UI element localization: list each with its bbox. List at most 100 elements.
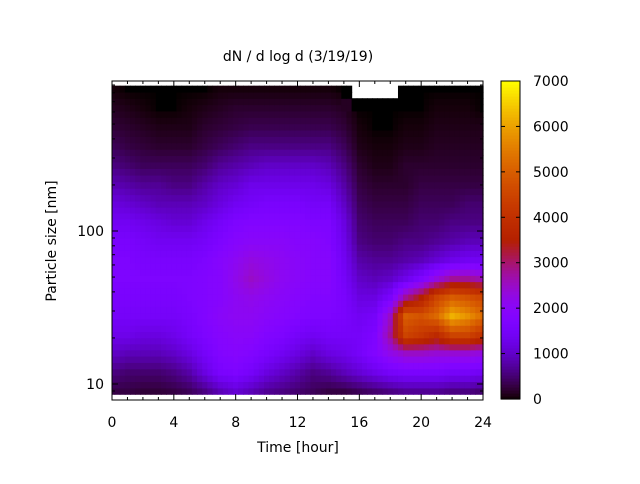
heatmap-cell bbox=[336, 212, 342, 220]
heatmap-cell bbox=[372, 318, 378, 326]
heatmap-cell bbox=[171, 275, 178, 283]
heatmap-cell bbox=[372, 343, 378, 351]
heatmap-cell bbox=[233, 85, 239, 93]
heatmap-cell bbox=[408, 188, 415, 196]
heatmap-cell bbox=[114, 355, 121, 363]
heatmap-cell bbox=[171, 85, 178, 93]
heatmap-cell bbox=[475, 200, 482, 208]
heatmap-cell bbox=[372, 387, 378, 395]
heatmap-cell bbox=[315, 256, 322, 264]
heatmap-cell bbox=[124, 306, 131, 314]
heatmap-cell bbox=[330, 244, 337, 251]
colorbar-segment bbox=[501, 174, 520, 178]
heatmap-cell bbox=[346, 362, 353, 370]
heatmap-cell bbox=[212, 325, 219, 333]
heatmap-cell bbox=[233, 262, 239, 270]
heatmap-cell bbox=[413, 155, 420, 163]
heatmap-cell bbox=[238, 194, 244, 202]
heatmap-cell bbox=[367, 244, 373, 251]
heatmap-cell bbox=[227, 300, 234, 307]
heatmap-cell bbox=[310, 343, 317, 351]
heatmap-cell bbox=[207, 104, 214, 112]
heatmap-cell bbox=[330, 104, 337, 112]
heatmap-cell bbox=[387, 306, 394, 314]
heatmap-cell bbox=[207, 362, 214, 370]
colorbar-segment bbox=[501, 150, 520, 154]
heatmap-cell bbox=[166, 149, 172, 157]
heatmap-cell bbox=[310, 256, 317, 264]
heatmap-cell bbox=[227, 349, 234, 357]
heatmap-cell bbox=[325, 362, 332, 370]
heatmap-cell bbox=[197, 237, 203, 245]
heatmap-cell bbox=[114, 231, 121, 239]
heatmap-cell bbox=[171, 337, 178, 345]
heatmap-cell bbox=[264, 168, 270, 176]
heatmap-cell bbox=[186, 200, 193, 208]
heatmap-cell bbox=[202, 349, 208, 357]
heatmap-cell bbox=[408, 381, 415, 389]
heatmap-cell bbox=[222, 181, 229, 189]
heatmap-cell bbox=[315, 110, 322, 118]
heatmap-cell bbox=[434, 362, 440, 370]
heatmap-cell bbox=[264, 381, 270, 389]
x-tick-label: 24 bbox=[474, 415, 492, 431]
heatmap-cell bbox=[207, 218, 214, 226]
heatmap-cell bbox=[367, 123, 373, 131]
heatmap-cell bbox=[145, 281, 152, 289]
heatmap-cell bbox=[428, 343, 435, 351]
heatmap-cell bbox=[377, 318, 384, 326]
heatmap-cell bbox=[372, 237, 378, 245]
heatmap-cell bbox=[269, 91, 275, 99]
heatmap-cell bbox=[475, 231, 482, 239]
heatmap-cell bbox=[439, 129, 445, 137]
heatmap-cell bbox=[372, 181, 378, 189]
heatmap-cell bbox=[423, 149, 430, 157]
heatmap-cell bbox=[191, 168, 198, 176]
heatmap-cell bbox=[114, 275, 121, 283]
heatmap-cell bbox=[470, 104, 476, 112]
heatmap-cell bbox=[202, 375, 208, 383]
heatmap-cell bbox=[233, 110, 239, 118]
heatmap-cell bbox=[155, 256, 162, 264]
heatmap-cell bbox=[444, 188, 451, 196]
heatmap-cell bbox=[233, 155, 239, 163]
heatmap-cell bbox=[470, 212, 476, 220]
heatmap-cell bbox=[372, 262, 378, 270]
heatmap-cell bbox=[227, 161, 234, 169]
heatmap-cell bbox=[372, 250, 378, 258]
heatmap-cell bbox=[238, 281, 244, 289]
heatmap-cell bbox=[130, 174, 136, 183]
heatmap-cell bbox=[449, 250, 456, 258]
colorbar-segment bbox=[501, 357, 520, 361]
heatmap-cell bbox=[166, 387, 172, 395]
heatmap-cell bbox=[176, 368, 183, 376]
heatmap-cell bbox=[130, 387, 136, 395]
heatmap-cell bbox=[336, 207, 342, 214]
heatmap-cell bbox=[294, 91, 301, 99]
heatmap-cell bbox=[160, 387, 167, 395]
heatmap-cell bbox=[124, 256, 131, 264]
heatmap-cell bbox=[202, 117, 208, 125]
heatmap-cell bbox=[361, 181, 368, 189]
heatmap-cell bbox=[222, 174, 229, 183]
heatmap-cell bbox=[294, 161, 301, 169]
heatmap-cell bbox=[382, 212, 389, 220]
heatmap-cell bbox=[243, 136, 250, 144]
heatmap-cell bbox=[408, 306, 415, 314]
heatmap-cell bbox=[444, 142, 451, 150]
heatmap-cell bbox=[454, 244, 461, 251]
heatmap-cell bbox=[454, 318, 461, 326]
heatmap-cell bbox=[274, 318, 281, 326]
heatmap-cell bbox=[279, 91, 286, 99]
heatmap-cell bbox=[284, 318, 291, 326]
heatmap-cell bbox=[439, 174, 445, 183]
colorbar-segment bbox=[501, 303, 520, 307]
heatmap-cell bbox=[166, 362, 172, 370]
heatmap-cell bbox=[130, 85, 136, 93]
heatmap-cell bbox=[114, 200, 121, 208]
heatmap-cell bbox=[140, 224, 147, 232]
heatmap-cell bbox=[238, 231, 244, 239]
heatmap-cell bbox=[145, 237, 152, 245]
heatmap-cell bbox=[217, 375, 224, 383]
heatmap-cell bbox=[284, 368, 291, 376]
